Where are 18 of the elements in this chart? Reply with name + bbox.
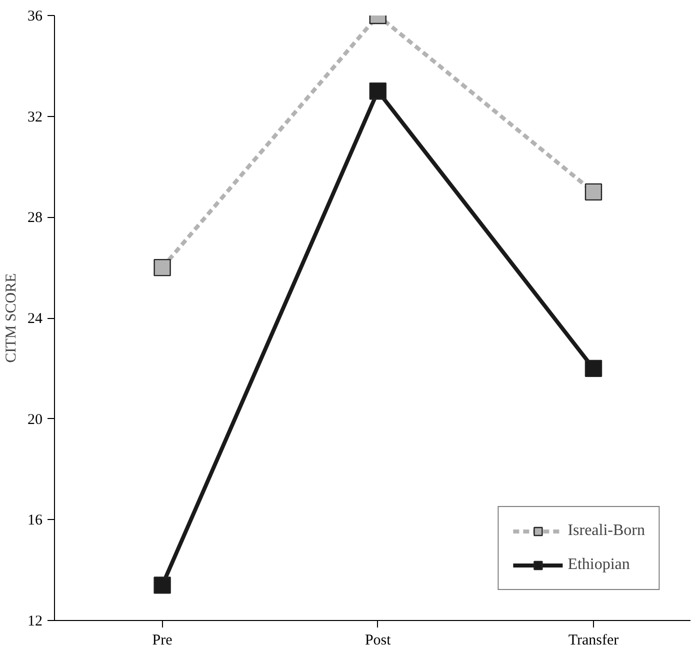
point xyxy=(369,82,386,100)
x-tick-label: Post xyxy=(364,632,392,648)
y-tick-label: 12 xyxy=(28,614,42,630)
legend-label: Isreali-Born xyxy=(568,522,645,540)
point xyxy=(584,360,602,378)
y-tick-label: 36 xyxy=(28,8,43,24)
point xyxy=(154,576,171,594)
y-tick-label: 16 xyxy=(28,512,43,529)
point xyxy=(584,183,602,201)
x-tick-label: Pre xyxy=(152,632,173,648)
x-tick-label: Transfer xyxy=(568,632,619,648)
legend-label: Ethiopian xyxy=(568,556,630,574)
y-tick-label: 20 xyxy=(28,412,42,428)
y-tick-label: 32 xyxy=(28,109,42,126)
y-axis-title: CITM SCORE xyxy=(4,273,20,363)
y-tick-label: 28 xyxy=(28,210,42,226)
point xyxy=(154,258,171,276)
y-tick-label: 24 xyxy=(28,311,43,327)
